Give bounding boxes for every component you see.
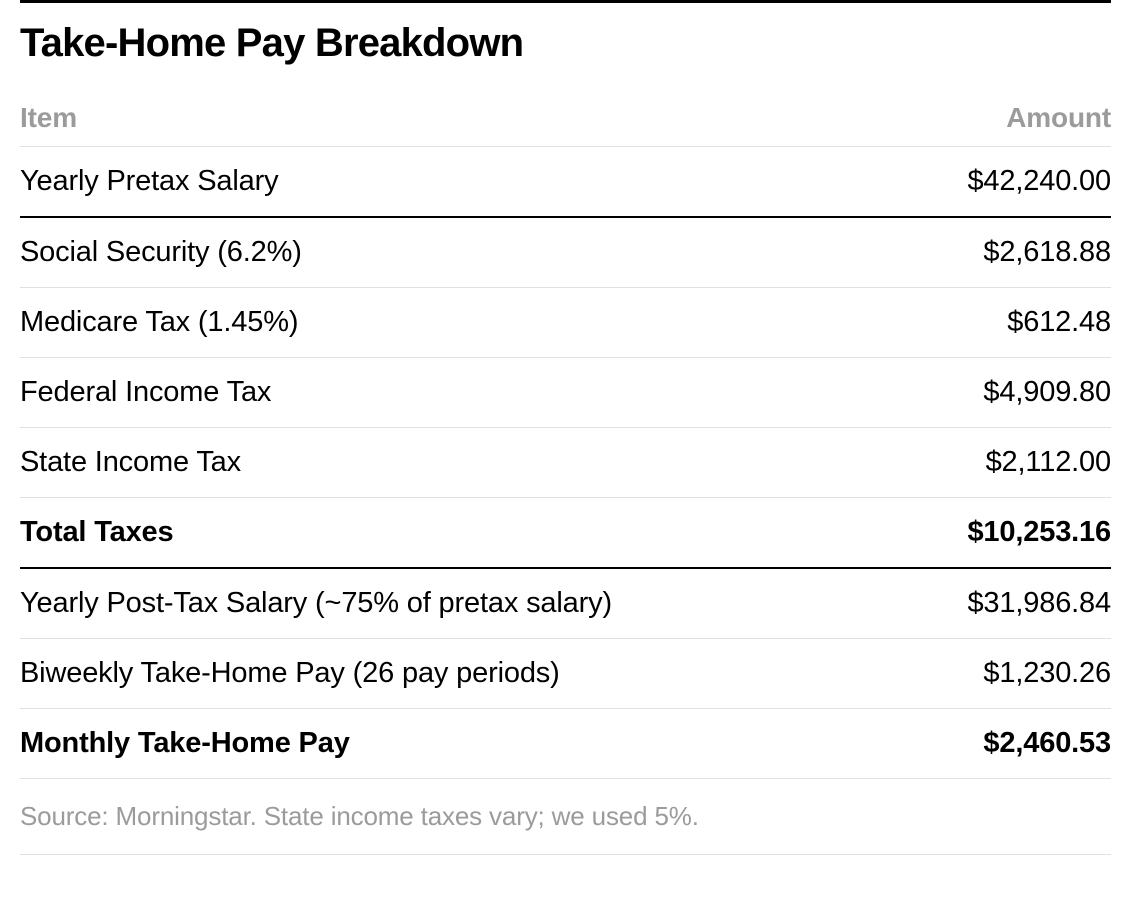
item-label: Monthly Take-Home Pay xyxy=(20,709,898,779)
item-amount: $1,230.26 xyxy=(898,639,1111,709)
item-label: Biweekly Take-Home Pay (26 pay periods) xyxy=(20,639,898,709)
item-label: Total Taxes xyxy=(20,498,898,569)
item-amount: $4,909.80 xyxy=(898,358,1111,428)
table-row: Total Taxes $10,253.16 xyxy=(20,498,1111,569)
item-amount: $10,253.16 xyxy=(898,498,1111,569)
item-amount: $2,460.53 xyxy=(898,709,1111,779)
item-label: Medicare Tax (1.45%) xyxy=(20,288,898,358)
item-label: Yearly Pretax Salary xyxy=(20,147,898,218)
table-row: Federal Income Tax $4,909.80 xyxy=(20,358,1111,428)
bottom-border xyxy=(20,854,1111,855)
table-row: State Income Tax $2,112.00 xyxy=(20,428,1111,498)
item-label: Federal Income Tax xyxy=(20,358,898,428)
page-title: Take-Home Pay Breakdown xyxy=(20,3,1111,94)
pay-breakdown-container: Take-Home Pay Breakdown Item Amount Year… xyxy=(0,0,1131,855)
table-header-row: Item Amount xyxy=(20,94,1111,147)
table-row: Social Security (6.2%) $2,618.88 xyxy=(20,217,1111,288)
item-label: Social Security (6.2%) xyxy=(20,217,898,288)
table-row: Medicare Tax (1.45%) $612.48 xyxy=(20,288,1111,358)
table-row: Monthly Take-Home Pay $2,460.53 xyxy=(20,709,1111,779)
item-amount: $2,618.88 xyxy=(898,217,1111,288)
item-amount: $31,986.84 xyxy=(898,568,1111,639)
item-amount: $612.48 xyxy=(898,288,1111,358)
column-header-item: Item xyxy=(20,94,898,147)
item-amount: $42,240.00 xyxy=(898,147,1111,218)
table-row: Yearly Post-Tax Salary (~75% of pretax s… xyxy=(20,568,1111,639)
item-amount: $2,112.00 xyxy=(898,428,1111,498)
column-header-amount: Amount xyxy=(898,94,1111,147)
pay-breakdown-table: Item Amount Yearly Pretax Salary $42,240… xyxy=(20,94,1111,779)
table-row: Yearly Pretax Salary $42,240.00 xyxy=(20,147,1111,218)
table-row: Biweekly Take-Home Pay (26 pay periods) … xyxy=(20,639,1111,709)
item-label: State Income Tax xyxy=(20,428,898,498)
item-label: Yearly Post-Tax Salary (~75% of pretax s… xyxy=(20,568,898,639)
footer-source-note: Source: Morningstar. State income taxes … xyxy=(20,779,1111,854)
